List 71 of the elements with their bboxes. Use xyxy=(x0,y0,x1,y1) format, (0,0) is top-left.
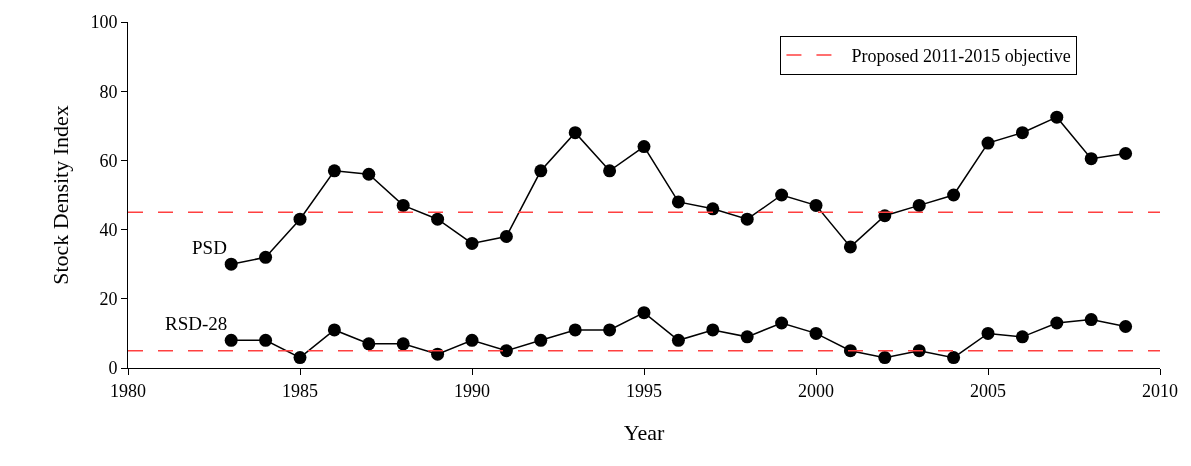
point xyxy=(1084,313,1098,327)
point xyxy=(981,326,995,340)
point xyxy=(809,326,823,340)
point xyxy=(224,333,238,347)
point xyxy=(878,351,892,365)
y-tick-label: 20 xyxy=(99,289,118,310)
point xyxy=(740,212,754,226)
point xyxy=(327,323,341,337)
point xyxy=(465,333,479,347)
point xyxy=(362,337,376,351)
y-axis-title: Stock Density Index xyxy=(48,105,74,285)
point xyxy=(981,136,995,150)
x-tick-label: 1995 xyxy=(626,380,662,401)
point xyxy=(603,164,617,178)
point xyxy=(1050,110,1064,124)
x-tick-label: 2005 xyxy=(970,380,1006,401)
point xyxy=(775,188,789,202)
point xyxy=(534,164,548,178)
y-tick-label: 80 xyxy=(99,81,118,102)
point xyxy=(947,188,961,202)
point xyxy=(465,236,479,250)
point xyxy=(499,230,513,244)
point xyxy=(947,351,961,365)
point xyxy=(396,337,410,351)
point xyxy=(878,209,892,223)
series-label: PSD xyxy=(192,237,227,258)
x-tick-label: 2010 xyxy=(1142,380,1178,401)
x-tick-label: 1985 xyxy=(282,380,318,401)
point xyxy=(362,167,376,181)
point xyxy=(259,250,273,264)
point xyxy=(912,198,926,212)
point xyxy=(224,257,238,271)
point xyxy=(671,333,685,347)
point xyxy=(603,323,617,337)
point xyxy=(1050,316,1064,330)
point xyxy=(671,195,685,209)
point xyxy=(637,140,651,154)
x-tick-label: 1980 xyxy=(110,380,146,401)
point xyxy=(809,198,823,212)
point xyxy=(1084,152,1098,166)
x-tick-label: 1990 xyxy=(454,380,490,401)
point xyxy=(775,316,789,330)
point xyxy=(706,202,720,216)
point xyxy=(293,212,307,226)
y-tick-label: 60 xyxy=(99,150,118,171)
point xyxy=(568,323,582,337)
point xyxy=(259,333,273,347)
point xyxy=(293,351,307,365)
series-label: RSD-28 xyxy=(165,313,228,334)
point xyxy=(1015,126,1029,140)
point xyxy=(637,306,651,320)
x-tick-label: 2000 xyxy=(798,380,834,401)
point xyxy=(1015,330,1029,344)
point xyxy=(534,333,548,347)
point xyxy=(396,198,410,212)
point xyxy=(431,212,445,226)
point xyxy=(327,164,341,178)
point xyxy=(843,344,857,358)
point xyxy=(843,240,857,254)
point xyxy=(706,323,720,337)
point xyxy=(568,126,582,140)
point xyxy=(912,344,926,358)
point xyxy=(1119,319,1133,333)
point xyxy=(740,330,754,344)
y-tick-label: 0 xyxy=(108,358,118,379)
legend-label: Proposed 2011-2015 objective xyxy=(851,46,1071,67)
x-axis-title: Year xyxy=(623,420,665,446)
y-tick-label: 100 xyxy=(90,12,118,33)
point xyxy=(499,344,513,358)
y-tick-label: 40 xyxy=(99,219,118,240)
point xyxy=(1119,146,1133,160)
